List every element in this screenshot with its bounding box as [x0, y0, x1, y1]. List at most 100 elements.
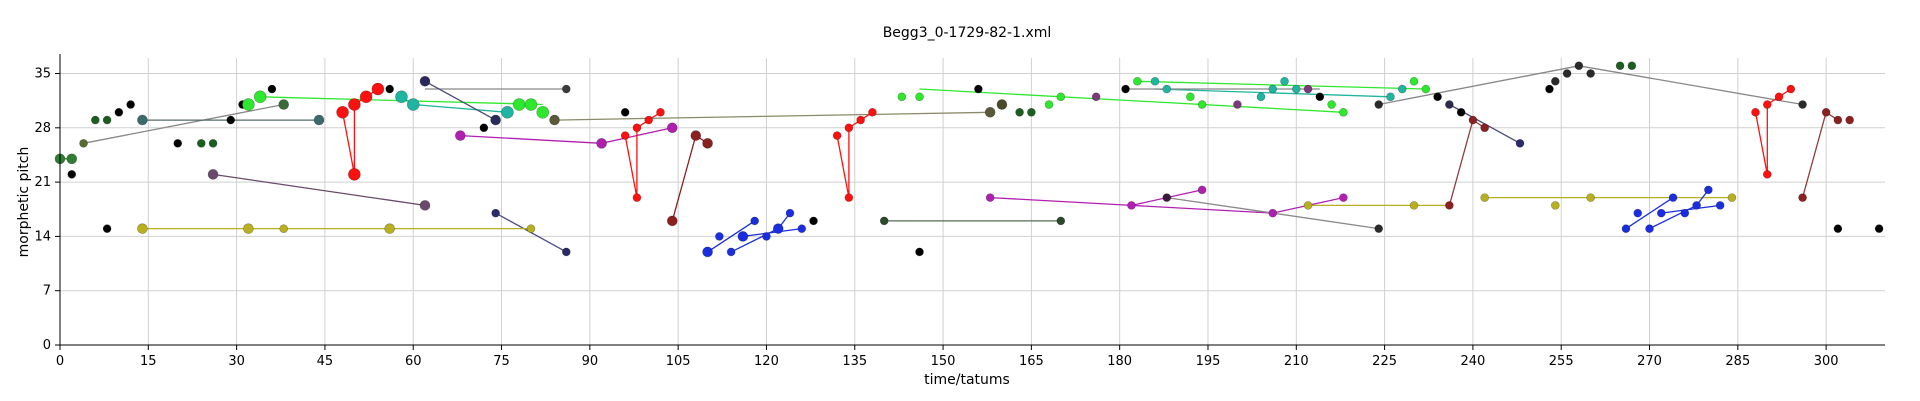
data-point [1268, 84, 1278, 94]
data-point [690, 130, 702, 141]
data-point [1515, 139, 1525, 148]
data-point [1692, 201, 1701, 210]
series-line [83, 103, 284, 144]
data-point [996, 99, 1008, 110]
data-point [974, 84, 983, 94]
data-point [844, 193, 854, 202]
data-point [797, 224, 807, 233]
data-point [455, 130, 466, 141]
data-point [419, 75, 431, 87]
data-point [1256, 92, 1266, 102]
data-point [1874, 224, 1884, 233]
data-point [278, 99, 290, 110]
x-tick-label: 285 [1725, 354, 1750, 369]
data-point [1409, 76, 1419, 86]
data-point [1645, 224, 1654, 233]
data-point [715, 232, 724, 241]
data-point [526, 224, 536, 233]
data-point [359, 90, 373, 104]
x-tick-label: 270 [1637, 354, 1662, 369]
data-point [491, 208, 500, 218]
data-point [1668, 193, 1678, 202]
data-point [67, 170, 77, 179]
data-point [1197, 100, 1207, 109]
data-point [1786, 84, 1796, 94]
data-point [632, 123, 642, 133]
data-point [1127, 201, 1136, 210]
x-tick-label: 135 [842, 354, 867, 369]
chart-title: Begg3_0-1729-82-1.xml [883, 25, 1052, 41]
series-line [707, 220, 756, 253]
x-tick-label: 225 [1372, 354, 1397, 369]
data-point [844, 123, 854, 133]
axes: 0 15 30 45 60 75 90 105 120 135 150 165 180 195 210 225… [34, 54, 1885, 369]
data-point [1821, 107, 1831, 117]
y-axis-label: morphetic pitch [16, 147, 32, 258]
data-point [1715, 201, 1725, 210]
grid [59, 58, 1885, 346]
data-point [419, 200, 431, 211]
data-point [656, 107, 665, 117]
data-point [395, 90, 408, 104]
x-tick-label: 60 [405, 354, 422, 369]
data-point [1197, 185, 1207, 195]
data-point [1762, 170, 1772, 179]
data-point [253, 90, 267, 104]
data-point [348, 168, 361, 181]
data-point [702, 138, 713, 149]
x-tick-label: 180 [1107, 354, 1132, 369]
data-point [102, 115, 112, 125]
x-tick-label: 150 [931, 354, 956, 369]
data-point [737, 231, 749, 242]
data-point [1480, 123, 1489, 133]
x-tick-label: 195 [1196, 354, 1221, 369]
data-point [1615, 61, 1625, 71]
x-tick-label: 90 [582, 354, 599, 369]
data-point [1015, 107, 1024, 117]
data-point [644, 115, 654, 125]
data-point [1027, 107, 1036, 117]
data-point [772, 223, 784, 234]
data-point [1386, 92, 1395, 102]
series-line [919, 88, 1344, 113]
series-layer [54, 61, 1884, 258]
x-tick-label: 15 [140, 354, 157, 369]
data-point [384, 223, 395, 234]
data-point [1280, 76, 1289, 86]
y-tick-label: 35 [34, 67, 51, 82]
data-point [279, 224, 289, 233]
data-point [897, 92, 907, 102]
data-point [1162, 84, 1172, 94]
y-tick-label: 21 [34, 175, 51, 190]
x-tick-label: 105 [666, 354, 691, 369]
series-line [1448, 119, 1486, 206]
data-point [1445, 201, 1454, 210]
data-point [1586, 69, 1595, 78]
data-point [1303, 201, 1313, 210]
data-point [479, 123, 489, 133]
series-line [554, 111, 991, 121]
data-point [1751, 107, 1760, 117]
data-point [868, 107, 877, 117]
data-point [1468, 115, 1478, 125]
data-point [1762, 100, 1772, 109]
data-point [632, 193, 642, 202]
series-line [424, 80, 496, 121]
data-point [1291, 84, 1301, 94]
x-tick-label: 240 [1460, 354, 1485, 369]
data-point [1327, 100, 1336, 109]
data-point [1433, 92, 1442, 102]
data-point [102, 224, 112, 233]
data-point [1421, 84, 1431, 94]
series-line [213, 173, 426, 207]
data-point [1704, 185, 1713, 195]
data-point [243, 223, 254, 234]
data-point [1397, 84, 1407, 94]
data-point [226, 115, 236, 125]
series-line [1801, 111, 1839, 198]
data-point [856, 115, 865, 125]
series-line [1649, 189, 1709, 230]
data-point [1562, 69, 1572, 78]
data-point [620, 107, 630, 117]
data-point [750, 216, 759, 226]
